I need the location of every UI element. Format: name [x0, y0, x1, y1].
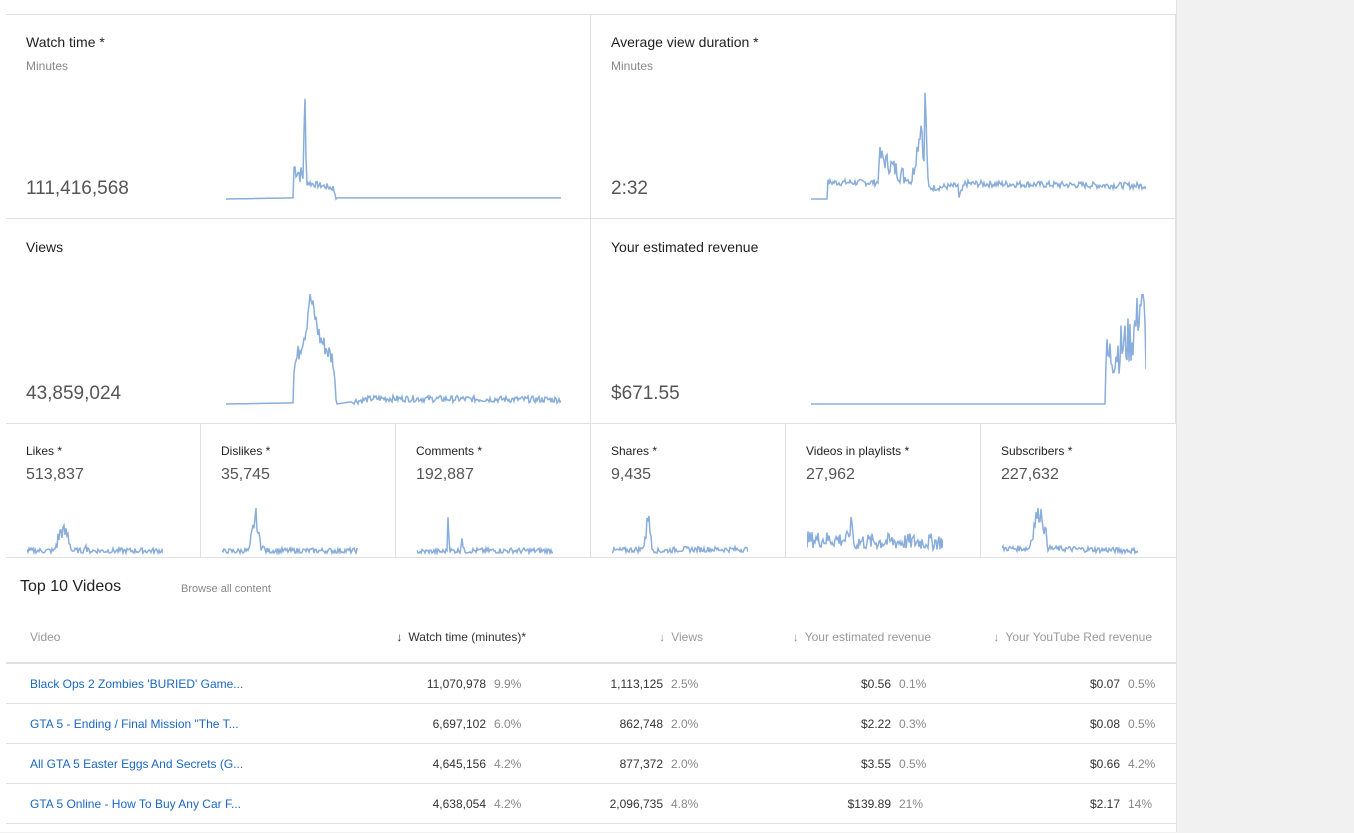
sparkline-line: [612, 515, 748, 555]
metric-title: Videos in playlists *: [806, 444, 910, 458]
sparkline-chart: [417, 517, 553, 555]
metric-card-watch-time[interactable]: Watch time * Minutes 111,416,568: [6, 14, 591, 219]
sparkline-line: [27, 522, 163, 555]
sparkline-chart: [811, 294, 1146, 405]
sparkline-line: [226, 294, 561, 406]
top-videos-title: Top 10 Videos: [20, 578, 122, 595]
rev-cell: $0.56 0.1%: [703, 663, 931, 704]
sparkline-chart: [807, 516, 943, 553]
metric-card-views[interactable]: Views 43,859,024: [6, 219, 591, 424]
metric-card-likes[interactable]: Likes * 513,837: [6, 424, 201, 558]
sparkline-chart: [27, 522, 163, 555]
column-estimated-revenue[interactable]: ↓ Your estimated revenue: [703, 612, 931, 664]
sparkline-line: [807, 516, 943, 553]
red-cell: $0.08 0.5%: [931, 703, 1176, 744]
watch-cell: 4,645,156 4.2%: [330, 743, 526, 784]
browse-all-content-link[interactable]: Browse all content: [181, 583, 271, 595]
sparkline-chart: [226, 98, 561, 201]
metric-value: 227,632: [1001, 466, 1059, 483]
metric-value: 2:32: [611, 178, 648, 199]
sparkline-chart: [811, 92, 1146, 200]
metric-title: Likes *: [26, 444, 63, 458]
column-views[interactable]: ↓ Views: [526, 612, 703, 664]
watch-cell: 6,697,102 6.0%: [330, 703, 526, 744]
watch-cell: 4,638,054 4.2%: [330, 783, 526, 824]
video-title-link[interactable]: GTA 5 - Ending / Final Mission "The T...: [6, 703, 330, 744]
rev-cell: $139.89 21%: [703, 783, 931, 824]
metric-card-average-view-duration[interactable]: Average view duration * Minutes 2:32: [591, 14, 1176, 219]
views-cell: 877,372 2.0%: [526, 743, 703, 784]
metric-value: 9,435: [611, 466, 652, 483]
arrow-down-icon: ↓: [396, 630, 403, 644]
metric-value: $671.55: [611, 383, 680, 404]
metric-subtitle: Minutes: [611, 59, 654, 73]
metric-card-shares[interactable]: Shares * 9,435: [591, 424, 786, 558]
table-row: Black Ops 2 Zombies 'BURIED' Game... 11,0…: [6, 663, 1176, 704]
arrow-down-icon: ↓: [792, 630, 799, 644]
metric-title: Subscribers *: [1001, 444, 1073, 458]
metric-card-subscribers[interactable]: Subscribers * 227,632: [981, 424, 1177, 558]
metric-title: Comments *: [416, 444, 483, 458]
video-title-link[interactable]: All GTA 5 Easter Eggs And Secrets (G...: [6, 743, 330, 784]
red-cell: $0.66 4.2%: [931, 743, 1176, 784]
metric-value: 111,416,568: [26, 178, 129, 199]
column-watch-time[interactable]: ↓ Watch time (minutes)*: [330, 612, 526, 664]
metric-title: Watch time *: [26, 34, 105, 50]
sparkline-chart: [1002, 508, 1138, 555]
metric-value: 27,962: [806, 466, 855, 483]
metric-value: 43,859,024: [26, 383, 122, 404]
video-title-link[interactable]: Black Ops 2 Zombies 'BURIED' Game...: [6, 663, 330, 704]
top-videos-table: Video ↓ Watch time (minutes)* ↓ Views ↓ You…: [6, 612, 1176, 824]
table-row: All GTA 5 Easter Eggs And Secrets (G... 4…: [6, 743, 1176, 784]
column-red-revenue[interactable]: ↓ Your YouTube Red revenue: [931, 612, 1176, 664]
metrics-panel: [6, 14, 1176, 833]
metric-title: Average view duration *: [611, 34, 759, 50]
metric-value: 35,745: [221, 466, 270, 483]
metric-subtitle: Minutes: [26, 59, 69, 73]
rev-cell: $3.55 0.5%: [703, 743, 931, 784]
rev-cell: $2.22 0.3%: [703, 703, 931, 744]
sparkline-line: [1002, 508, 1138, 555]
table-row: GTA 5 Online - How To Buy Any Car F... 4,…: [6, 783, 1176, 824]
arrow-down-icon: ↓: [993, 630, 1000, 644]
metric-title: Dislikes *: [221, 444, 271, 458]
sparkline-chart: [226, 294, 561, 406]
metric-value: 513,837: [26, 466, 84, 483]
metric-card-estimated-revenue[interactable]: Your estimated revenue $671.55: [591, 219, 1176, 424]
sparkline-line: [222, 508, 358, 555]
red-cell: $2.17 14%: [931, 783, 1176, 824]
metric-title: Views: [26, 239, 64, 255]
metric-card-dislikes[interactable]: Dislikes * 35,745: [201, 424, 396, 558]
sparkline-line: [811, 294, 1146, 405]
sparkline-line: [226, 98, 561, 201]
arrow-down-icon: ↓: [659, 630, 666, 644]
views-cell: 2,096,735 4.8%: [526, 783, 703, 824]
sparkline-line: [417, 517, 553, 555]
red-cell: $0.07 0.5%: [931, 663, 1176, 704]
metric-value: 192,887: [416, 466, 474, 483]
views-cell: 862,748 2.0%: [526, 703, 703, 744]
views-cell: 1,113,125 2.5%: [526, 663, 703, 704]
metric-title: Your estimated revenue: [611, 239, 759, 255]
metric-title: Shares *: [611, 444, 658, 458]
watch-cell: 11,070,978 9.9%: [330, 663, 526, 704]
column-video: Video: [6, 612, 330, 664]
video-title-link[interactable]: GTA 5 Online - How To Buy Any Car F...: [6, 783, 330, 824]
metric-card-comments[interactable]: Comments * 192,887: [396, 424, 591, 558]
metric-card-videos-in-playlists[interactable]: Videos in playlists * 27,962: [786, 424, 981, 558]
sparkline-line: [811, 92, 1146, 200]
table-row: GTA 5 - Ending / Final Mission "The T...…: [6, 703, 1176, 744]
sparkline-chart: [612, 515, 748, 555]
sparkline-chart: [222, 508, 358, 555]
